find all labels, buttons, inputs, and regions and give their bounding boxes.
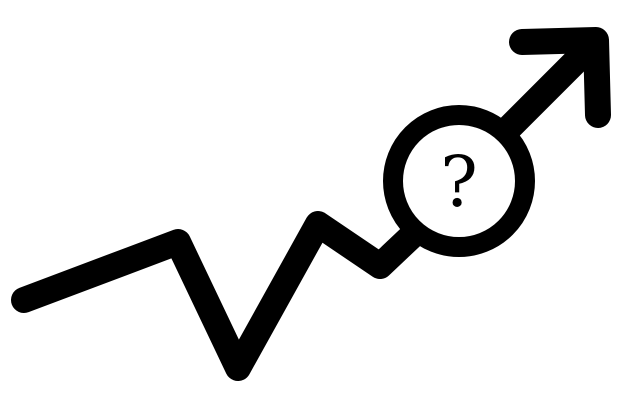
trend-line	[11, 211, 429, 381]
question-mark: ?	[440, 141, 478, 223]
question-circle	[383, 105, 535, 257]
arrow-head	[509, 27, 611, 128]
arrow-shaft	[487, 32, 605, 150]
